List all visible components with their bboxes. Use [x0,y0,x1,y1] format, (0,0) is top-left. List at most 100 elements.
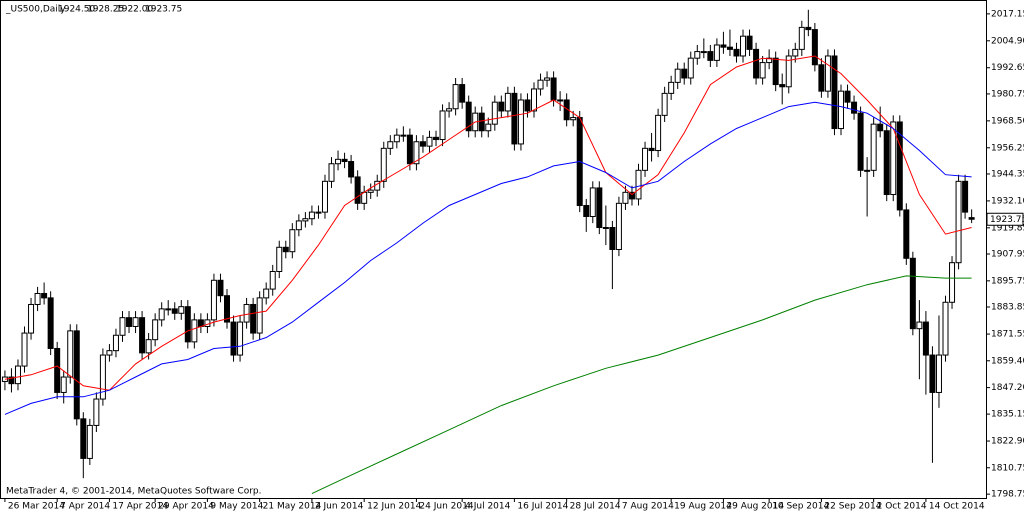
candle-body [67,330,74,378]
y-tick-label: 1847.20 [991,383,1024,393]
candle-body [524,99,531,112]
moving-average [4,55,972,391]
last-price-box [986,212,1024,226]
x-tick-label: 7 Apr 2014 [60,502,110,512]
candle-body [511,92,518,145]
candle-body [870,123,877,171]
candle-body [230,321,237,356]
candle-body [720,44,727,48]
candle-body [798,26,805,50]
x-tick-label: 29 Aug 2014 [726,502,784,512]
candle-body [446,108,453,112]
candle-body [596,187,603,229]
candle-body [740,35,747,57]
candle-body [583,205,590,218]
candle-body [903,209,910,259]
candle-body [485,123,492,132]
candle-body [80,418,87,459]
x-tick-label: 21 May 2014 [263,502,322,512]
x-tick-label: 28 Jul 2014 [570,502,621,512]
candle-body [602,227,609,230]
candle-body [609,227,616,250]
candle-body [295,220,302,231]
candle-body [713,44,720,61]
candle-body [779,84,786,88]
candle-body [851,101,858,114]
candle-body [935,354,942,393]
candle-body [707,51,714,61]
candle-body [269,270,276,290]
candle-body [328,163,335,182]
y-tick-label: 1822.90 [991,437,1024,447]
candle-body [615,202,622,251]
candle-body [210,279,217,321]
candle-body [152,319,159,341]
candle-body [733,48,740,57]
candle-body [171,308,178,314]
candle-body [557,99,564,102]
y-tick-label: 1895.75 [991,276,1024,286]
candle-body [263,288,270,299]
candle-body [622,191,629,204]
y-tick-label: 2017.15 [991,9,1024,19]
candle-body [687,57,694,79]
y-tick-label: 1871.55 [991,330,1024,340]
candle-body [550,77,557,101]
candle-body [28,303,35,334]
y-tick-label: 1980.75 [991,89,1024,99]
candle-body [504,92,511,112]
candle-body [354,176,361,204]
x-tick-label: 14 Oct 2014 [929,502,985,512]
candle-body [478,112,485,132]
candle-body [570,117,577,121]
candle-body [426,136,433,147]
candle-body [41,292,48,299]
y-tick-label: 1883.85 [991,303,1024,313]
candle-body [837,90,844,130]
y-tick-label: 1919.85 [991,223,1024,233]
x-tick-label: 4 Jul 2014 [465,502,510,512]
quote-high: 1928.25 [87,5,124,15]
y-tick-label: 1907.95 [991,250,1024,260]
candle-body [498,101,505,112]
x-tick-label: 24 Jun 2014 [419,502,473,512]
plot-frame [0,0,987,499]
y-tick-label: 1944.35 [991,169,1024,179]
candle-body [86,424,93,459]
candle-body [243,303,250,323]
candle-body [942,301,949,356]
candle-body [589,187,596,218]
candle-body [419,141,426,147]
candle-body [348,161,355,178]
candle-body [439,110,446,141]
candle-body [746,35,753,50]
candle-body [949,262,956,303]
candle-body [256,297,263,334]
y-tick-label: 1859.40 [991,356,1024,366]
candle-body [877,123,884,132]
candle-body [491,101,498,125]
candle-body [674,68,681,83]
x-tick-label: 16 Jul 2014 [517,502,568,512]
candle-body [929,354,936,393]
candle-body [47,297,54,349]
candle-body [119,317,126,336]
candle-body [204,319,211,327]
candle-body [34,292,41,305]
x-tick-label: 12 Jun 2014 [367,502,421,512]
candle-body [106,350,113,356]
candle-body [465,101,472,132]
last-price-label: 1923.75 [990,215,1024,225]
candle-body [857,112,864,171]
candle-body [909,257,916,330]
candle-body [21,332,28,367]
candle-body [530,88,537,112]
x-tick-label: 29 Apr 2014 [158,502,214,512]
candle-body [14,365,21,385]
candle-body [700,51,707,54]
candle-body [387,141,394,149]
candle-body [916,321,923,330]
candle-body [276,246,283,272]
candle-body [668,81,675,94]
